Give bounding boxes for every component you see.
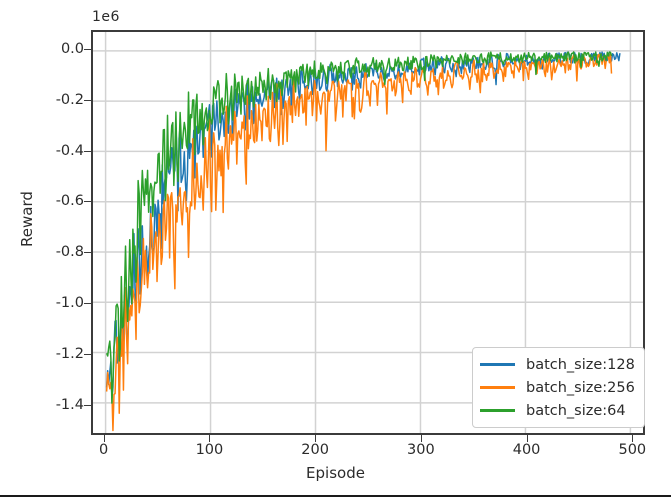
- series-line: [105, 51, 621, 399]
- y-tick-label: -0.2: [55, 91, 84, 108]
- x-tick-mark: [209, 435, 211, 442]
- chart-legend[interactable]: batch_size:128 batch_size:256 batch_size:6…: [472, 347, 645, 428]
- y-tick-label: -1.0: [55, 294, 84, 311]
- legend-color-swatch: [480, 386, 515, 389]
- x-tick-label: 200: [301, 442, 329, 458]
- series-line: [105, 51, 613, 404]
- y-tick-mark: [84, 99, 91, 101]
- series-lines-group: [105, 51, 621, 432]
- x-tick-mark: [420, 435, 422, 442]
- y-tick-mark: [84, 353, 91, 355]
- legend-item[interactable]: batch_size:128: [480, 353, 635, 376]
- y-tick-label: -0.8: [55, 244, 84, 261]
- x-axis-title: Episode: [306, 464, 365, 482]
- y-axis-tick-labels: 0.0 -0.2 -0.4 -0.6 -0.8 -1.0 -1.2 -1.4: [0, 0, 84, 497]
- legend-item[interactable]: batch_size:64: [480, 399, 635, 422]
- legend-item[interactable]: batch_size:256: [480, 376, 635, 399]
- legend-color-swatch: [480, 409, 515, 412]
- legend-item-label: batch_size:128: [526, 356, 635, 373]
- series-line: [105, 53, 613, 432]
- plot-axes-area: [91, 30, 645, 435]
- y-axis-title: Reward: [18, 191, 36, 247]
- x-tick-label: 100: [195, 442, 224, 458]
- x-tick-label: 0: [99, 442, 109, 458]
- legend-item-label: batch_size:256: [526, 379, 635, 396]
- legend-color-swatch: [480, 363, 515, 366]
- y-tick-label: -0.4: [55, 142, 84, 159]
- y-tick-mark: [84, 302, 91, 304]
- x-tick-mark: [315, 435, 317, 442]
- legend-item-label: batch_size:64: [526, 402, 626, 419]
- y-tick-mark: [84, 150, 91, 152]
- x-tick-label: 400: [512, 442, 541, 458]
- x-tick-label: 300: [407, 442, 435, 458]
- y-tick-label: -0.6: [55, 193, 84, 210]
- x-tick-mark: [526, 435, 528, 442]
- x-tick-mark: [632, 435, 634, 442]
- y-tick-mark: [84, 49, 91, 51]
- x-tick-mark: [103, 435, 105, 442]
- x-tick-label: 500: [618, 442, 647, 458]
- y-tick-label: -1.4: [55, 396, 84, 413]
- y-axis-offset-text: 1e6: [92, 9, 120, 25]
- y-tick-label: 0.0: [60, 41, 84, 58]
- y-tick-mark: [84, 404, 91, 406]
- y-tick-mark: [84, 201, 91, 203]
- y-tick-label: -1.2: [55, 345, 84, 362]
- y-tick-mark: [84, 252, 91, 254]
